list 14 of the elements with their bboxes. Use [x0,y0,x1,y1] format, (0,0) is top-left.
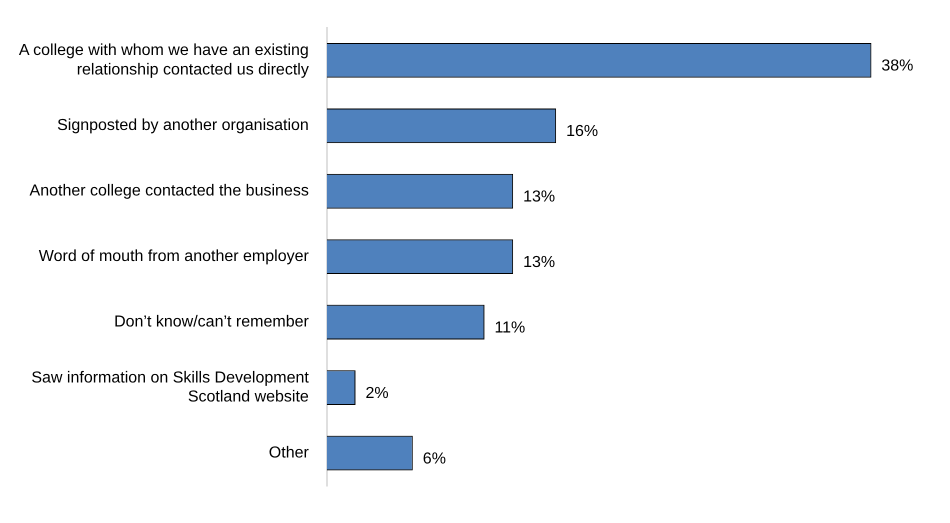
y-tick-label: A college with whom we have an existing relationship contacted us directly [18,42,309,78]
y-tick-label: Another college contacted the business [30,182,309,200]
y-tick-label: Word of mouth from another employer [38,248,310,266]
data-label: 2% [365,385,389,402]
data-label: 16% [566,123,598,140]
data-label: 11% [494,320,526,337]
data-label: 6% [422,450,446,468]
data-label: 38% [881,58,914,75]
data-label: 13% [523,188,556,206]
y-tick-label: Saw information on Skills Development Scotland website [31,369,310,406]
data-label: 13% [523,254,556,272]
y-tick-label: Signposted by another organisation [57,117,309,134]
y-tick-label: Don’t know/can’t remember [114,314,310,331]
y-tick-label: Other [268,444,310,462]
